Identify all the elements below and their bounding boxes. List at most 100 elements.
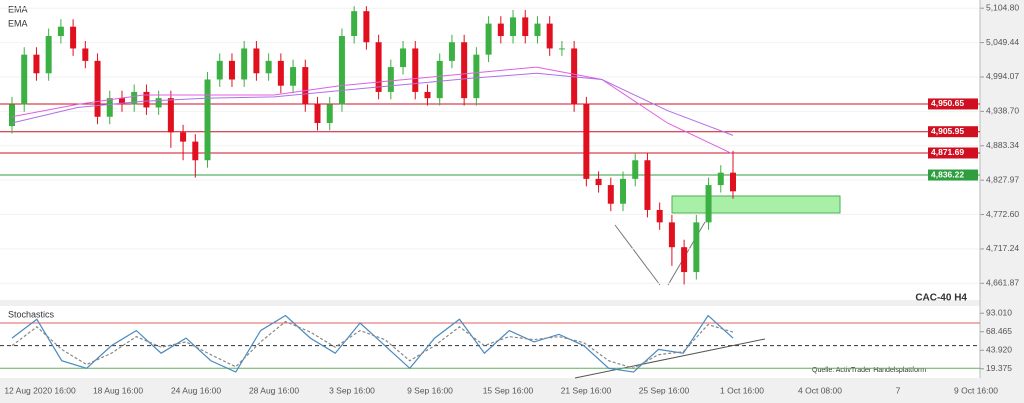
- y-tick-label: 68.465: [986, 326, 1012, 336]
- y-tick-label: 4,772.60: [986, 209, 1019, 219]
- candle-body: [143, 91, 150, 108]
- candle-body: [632, 160, 639, 179]
- pattern-line: [614, 224, 661, 286]
- candle-body: [290, 67, 297, 86]
- candle-body: [253, 48, 260, 74]
- candle-body: [21, 54, 28, 105]
- x-tick-label: 25 Sep 16:00: [639, 385, 690, 395]
- x-tick-label: 12 Aug 2020 16:00: [4, 385, 76, 395]
- candle-body: [204, 79, 211, 161]
- level-label: 4,950.65: [931, 98, 964, 108]
- level-tag: [928, 98, 978, 110]
- x-tick-label: 9 Sep 16:00: [407, 385, 453, 395]
- x-tick-label: 21 Sep 16:00: [561, 385, 612, 395]
- candle-body: [351, 11, 358, 37]
- y-tick-label: 43.920: [986, 344, 1012, 354]
- candle-body: [620, 178, 627, 204]
- candle-body: [192, 141, 199, 161]
- candle-body: [644, 160, 651, 210]
- candle-body: [82, 48, 89, 61]
- ema-label: EMA: [8, 4, 28, 14]
- y-tick-label: 4,883.34: [986, 140, 1019, 150]
- candle-body: [277, 60, 284, 86]
- candle-body: [558, 48, 565, 50]
- candle-body: [473, 54, 480, 99]
- candle-body: [436, 60, 443, 99]
- candle-body: [45, 36, 52, 74]
- x-tick-label: 3 Sep 16:00: [329, 385, 375, 395]
- candle-body: [497, 23, 504, 37]
- candle-body: [522, 17, 529, 37]
- level-label: 4,871.69: [931, 147, 964, 157]
- candle-body: [228, 60, 235, 80]
- candle-body: [94, 60, 101, 117]
- x-tick-label: 24 Aug 16:00: [171, 385, 221, 395]
- candle-body: [131, 91, 138, 105]
- candle-body: [155, 98, 162, 108]
- chart-title: CAC-40 H4: [915, 293, 967, 304]
- candle-body: [314, 104, 321, 123]
- candle-body: [717, 172, 724, 186]
- candle-body: [583, 104, 590, 179]
- y-tick-label: 4,938.70: [986, 106, 1019, 116]
- x-tick-label: 7: [896, 385, 901, 395]
- y-tick-label: 19.375: [986, 363, 1012, 373]
- stoch-title: Stochastics: [8, 309, 55, 319]
- trend-line: [574, 338, 766, 379]
- level-tag: [928, 147, 978, 159]
- candle-body: [326, 104, 333, 123]
- stoch-line: [11, 314, 734, 373]
- candle-body: [241, 48, 248, 80]
- level-tag: [928, 169, 978, 181]
- candle-body: [510, 17, 517, 37]
- candle-body: [70, 26, 77, 49]
- candle-body: [33, 54, 40, 74]
- ema-label: EMA: [8, 18, 28, 28]
- candle-body: [693, 222, 700, 273]
- stoch-panel: [0, 306, 980, 378]
- candle-body: [448, 42, 455, 61]
- y-tick-label: 4,661.87: [986, 278, 1019, 288]
- candle-body: [681, 247, 688, 273]
- candle-body: [180, 132, 187, 142]
- level-tag: [928, 126, 978, 138]
- candle-body: [338, 36, 345, 105]
- y-tick-label: 4,717.24: [986, 243, 1019, 253]
- x-tick-label: 15 Sep 16:00: [483, 385, 534, 395]
- candle-body: [546, 23, 553, 49]
- candle-body: [656, 209, 663, 223]
- level-label: 4,836.22: [931, 169, 964, 179]
- candle-body: [705, 185, 712, 223]
- stoch-line: [11, 320, 734, 369]
- x-tick-label: 28 Aug 16:00: [249, 385, 299, 395]
- y-tick-label: 93.010: [986, 307, 1012, 317]
- candle-body: [461, 42, 468, 99]
- candle-body: [485, 23, 492, 55]
- candle-body: [265, 60, 272, 74]
- candle-body: [400, 48, 407, 68]
- candle-body: [216, 60, 223, 80]
- candle-body: [668, 222, 675, 248]
- ema-line: [11, 72, 734, 136]
- x-tick-label: 18 Aug 16:00: [93, 385, 143, 395]
- x-tick-label: 1 Oct 16:00: [720, 385, 764, 395]
- candle-body: [375, 42, 382, 92]
- candle-body: [118, 98, 125, 105]
- candle-body: [387, 67, 394, 92]
- candle-body: [534, 23, 541, 37]
- candle-body: [424, 91, 431, 99]
- level-label: 4,905.95: [931, 126, 964, 136]
- x-tick-label: 9 Oct 16:00: [954, 385, 998, 395]
- candle-body: [607, 185, 614, 204]
- y-tick-label: 5,104.80: [986, 2, 1019, 12]
- candle-body: [412, 48, 419, 92]
- candle-body: [730, 172, 736, 192]
- candle-body: [167, 98, 174, 133]
- candle-body: [57, 26, 64, 37]
- candle-body: [363, 11, 370, 43]
- x-tick-label: 4 Oct 08:00: [798, 385, 842, 395]
- ema-line: [11, 66, 734, 155]
- y-tick-label: 4,827.97: [986, 174, 1019, 184]
